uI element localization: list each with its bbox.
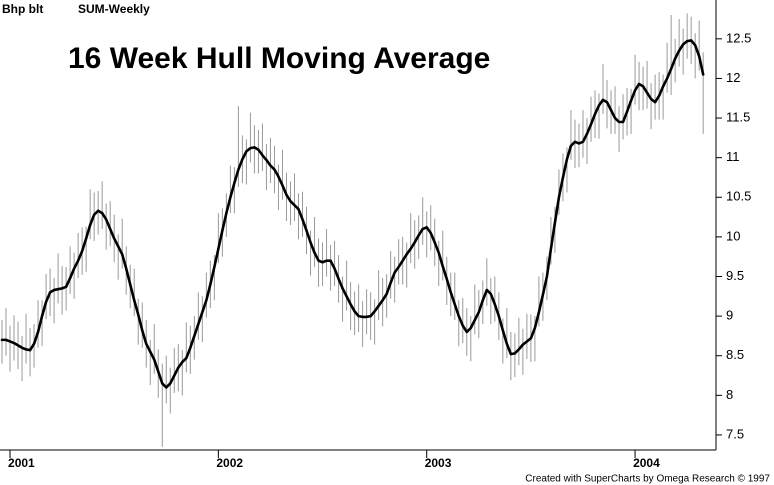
x-tick-label: 2003 <box>425 456 452 470</box>
y-tick-label: 11 <box>726 149 740 164</box>
y-tick-label: 11.5 <box>726 109 750 124</box>
x-tick-label: 2001 <box>8 456 35 470</box>
x-tick-label: 2004 <box>633 456 660 470</box>
hull-moving-average <box>0 39 705 389</box>
y-tick-label: 10 <box>726 228 740 243</box>
y-tick-label: 9.5 <box>726 268 744 283</box>
chart-title: 16 Week Hull Moving Average <box>68 42 490 75</box>
y-tick-label: 12.5 <box>726 30 751 45</box>
interval: SUM-Weekly <box>78 2 150 16</box>
y-tick-label: 7.5 <box>726 426 744 441</box>
y-tick-label: 8.5 <box>726 347 744 362</box>
y-tick-label: 10.5 <box>726 189 751 204</box>
symbol: Bhp blt <box>2 2 43 16</box>
y-tick-label: 12 <box>726 70 740 85</box>
y-tick-label: 9 <box>726 308 733 323</box>
footer: Created with SuperCharts by Omega Resear… <box>525 474 770 485</box>
x-tick-label: 2002 <box>216 456 243 470</box>
y-tick-label: 8 <box>726 387 733 402</box>
